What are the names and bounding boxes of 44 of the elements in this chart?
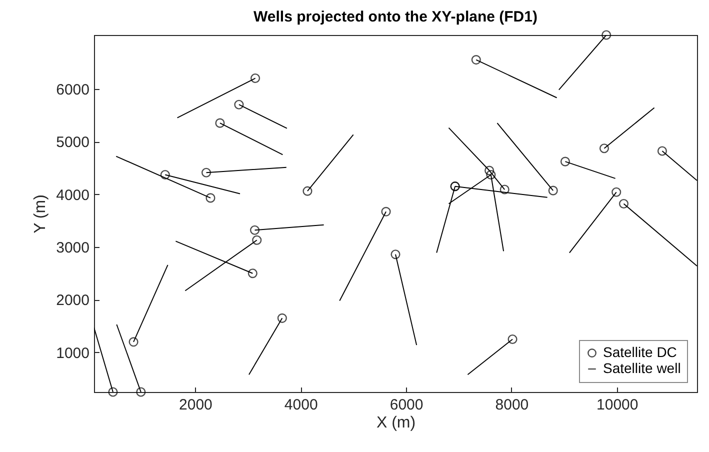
point <box>252 235 262 245</box>
y-tick-label: 3000 <box>56 239 90 256</box>
point <box>248 268 258 278</box>
point <box>618 198 629 209</box>
point <box>250 73 260 84</box>
point <box>206 193 216 203</box>
y-tick-label: 6000 <box>56 81 90 98</box>
point <box>500 184 510 194</box>
point <box>560 156 570 166</box>
point <box>160 170 170 180</box>
point <box>381 206 391 216</box>
point <box>215 118 225 128</box>
point <box>471 55 481 65</box>
point <box>277 313 287 323</box>
point <box>108 387 118 397</box>
y-tick-label: 1000 <box>56 344 90 362</box>
legend-label: Satellite well <box>603 360 681 376</box>
y-tick-label: 5000 <box>56 134 90 152</box>
legend-label: Satellite DC <box>603 344 677 360</box>
point <box>201 168 212 178</box>
x-tick-label: 6000 <box>390 396 424 414</box>
point <box>390 250 400 260</box>
y-axis-title: Y (m) <box>32 194 50 234</box>
x-tick-label: 8000 <box>495 396 529 414</box>
chart-title: Wells projected onto the XY-plane (FD1) <box>254 8 538 26</box>
point <box>234 100 244 110</box>
point <box>612 187 622 197</box>
point <box>302 186 312 196</box>
point <box>508 334 518 344</box>
x-tick-label: 10000 <box>596 396 638 414</box>
y-tick-label: 2000 <box>56 292 90 310</box>
point <box>128 337 138 347</box>
point <box>657 146 667 156</box>
x-axis-title: X (m) <box>376 414 416 432</box>
point <box>599 144 610 154</box>
x-tick-label: 4000 <box>284 396 318 414</box>
point <box>548 186 558 196</box>
point <box>486 170 496 180</box>
point <box>250 225 260 235</box>
x-tick-label: 2000 <box>179 396 212 414</box>
y-tick-label: 4000 <box>56 186 90 204</box>
point <box>484 166 494 176</box>
point <box>136 387 146 397</box>
point <box>602 30 612 40</box>
